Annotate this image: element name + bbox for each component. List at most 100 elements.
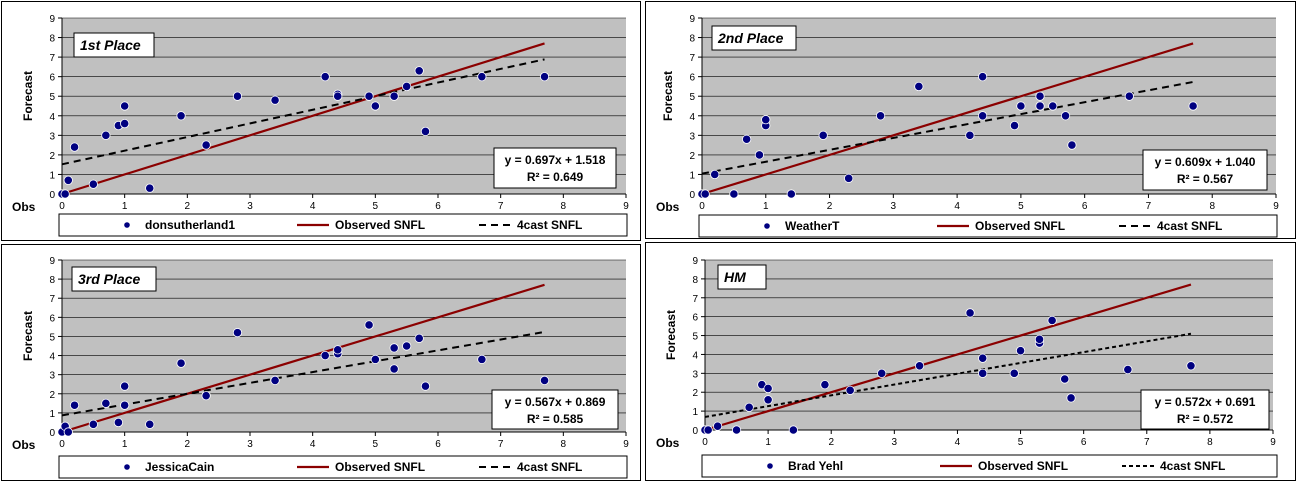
data-point — [69, 142, 80, 152]
x-tick-label: 0 — [59, 201, 65, 212]
data-point — [120, 400, 130, 410]
x-tick-label: 5 — [373, 201, 379, 212]
x-tick-label: 2 — [185, 201, 191, 212]
y-tick-label: 7 — [49, 294, 55, 305]
data-point — [1048, 101, 1058, 111]
data-point — [88, 419, 98, 429]
data-point — [1009, 368, 1019, 378]
y-tick-label: 2 — [689, 151, 695, 162]
y-tick-label: 2 — [49, 390, 55, 401]
y-tick-label: 8 — [49, 275, 55, 286]
x-tick-label: 9 — [623, 439, 629, 450]
legend-label-forecaster: donsutherland1 — [145, 218, 235, 232]
x-axis-label: Obs — [656, 436, 680, 450]
data-point — [729, 189, 739, 199]
y-tick-label: 1 — [692, 407, 698, 418]
x-tick-label: 9 — [1270, 437, 1276, 448]
equation-box — [493, 147, 617, 189]
y-tick-label: 2 — [49, 151, 55, 162]
legend — [701, 454, 1278, 478]
y-tick-label: 7 — [689, 53, 695, 64]
data-point — [270, 375, 280, 385]
x-tick-label: 0 — [699, 201, 705, 212]
observed-snfl-line — [61, 283, 545, 434]
data-point — [414, 333, 424, 343]
data-point — [201, 140, 211, 150]
observed-snfl-line — [61, 42, 545, 196]
data-point — [713, 421, 723, 431]
data-point — [820, 380, 830, 390]
y-tick-label: 1 — [49, 409, 55, 420]
x-tick-label: 2 — [827, 201, 833, 212]
y-axis-label: Forecast — [21, 71, 35, 121]
data-point — [978, 72, 988, 82]
chart-panel-2: 0 1 2 3 4 5 6 7 8 9 0 1 2 3 4 5 6 7 8 9 Forecast Obs 2nd Place… — [645, 1, 1296, 239]
y-tick-label: 8 — [689, 34, 695, 45]
x-tick-label: 7 — [498, 439, 504, 450]
legend-label-forecast: 4cast SNFL — [1157, 219, 1222, 233]
data-point — [320, 350, 330, 361]
chart-title-box — [717, 264, 767, 290]
data-point — [201, 391, 211, 401]
data-point — [1015, 346, 1026, 356]
data-point — [1066, 393, 1076, 403]
y-tick-label: 0 — [689, 190, 695, 201]
x-tick-label: 3 — [891, 201, 897, 212]
data-point — [978, 111, 988, 121]
forecast-trend-line — [61, 58, 545, 166]
data-point — [965, 130, 975, 140]
chart-title: 2nd Place — [717, 30, 784, 46]
data-point — [1009, 120, 1020, 131]
equation-box — [1140, 389, 1270, 430]
data-point — [69, 400, 80, 410]
data-point — [145, 419, 155, 429]
y-tick-label: 8 — [49, 34, 55, 45]
x-tick-label: 8 — [561, 439, 567, 450]
x-tick-label: 1 — [765, 437, 771, 448]
chart-title-box — [73, 32, 155, 58]
y-tick-label: 3 — [49, 131, 55, 142]
legend — [58, 213, 628, 237]
data-point — [539, 375, 550, 385]
y-tick-label: 4 — [692, 350, 698, 361]
x-tick-label: 1 — [122, 439, 128, 450]
y-tick-label: 9 — [49, 14, 55, 25]
data-point — [539, 72, 550, 82]
x-tick-label: 2 — [185, 439, 191, 450]
legend-label-forecast: 4cast SNFL — [517, 218, 582, 232]
data-point — [965, 308, 975, 318]
data-point — [1035, 101, 1045, 111]
y-tick-label: 0 — [692, 426, 698, 437]
data-point — [1060, 374, 1070, 384]
data-point — [370, 101, 380, 111]
x-axis-label: Obs — [12, 200, 36, 214]
data-point — [113, 417, 124, 428]
y-tick-label: 8 — [692, 275, 698, 286]
data-point — [63, 175, 73, 185]
legend — [698, 214, 1278, 238]
data-point — [703, 425, 713, 435]
y-tick-label: 5 — [692, 332, 698, 343]
data-point — [1067, 140, 1077, 150]
x-axis-label: Obs — [656, 200, 680, 214]
y-tick-label: 7 — [692, 294, 698, 305]
data-point — [389, 91, 399, 101]
data-point — [420, 381, 431, 391]
legend-label-observed: Observed SNFL — [335, 218, 425, 232]
trend-equation: y = 0.609x + 1.040 — [1155, 155, 1256, 169]
data-point — [120, 119, 130, 129]
x-tick-label: 4 — [954, 201, 960, 212]
chart-panel-3: 0 1 2 3 4 5 6 7 8 9 0 1 2 3 4 5 6 7 8 9 Forecast Obs 3rd Place… — [1, 244, 641, 481]
x-tick-label: 2 — [828, 437, 834, 448]
data-point — [320, 72, 330, 82]
legend — [58, 455, 628, 479]
data-point — [763, 395, 773, 405]
y-tick-label: 4 — [689, 112, 695, 123]
data-point — [270, 95, 280, 105]
y-tick-label: 5 — [49, 92, 55, 103]
data-point — [754, 150, 765, 160]
data-point — [875, 111, 886, 121]
y-tick-label: 7 — [49, 53, 55, 64]
data-point — [101, 130, 111, 140]
y-axis-label: Forecast — [664, 310, 678, 360]
